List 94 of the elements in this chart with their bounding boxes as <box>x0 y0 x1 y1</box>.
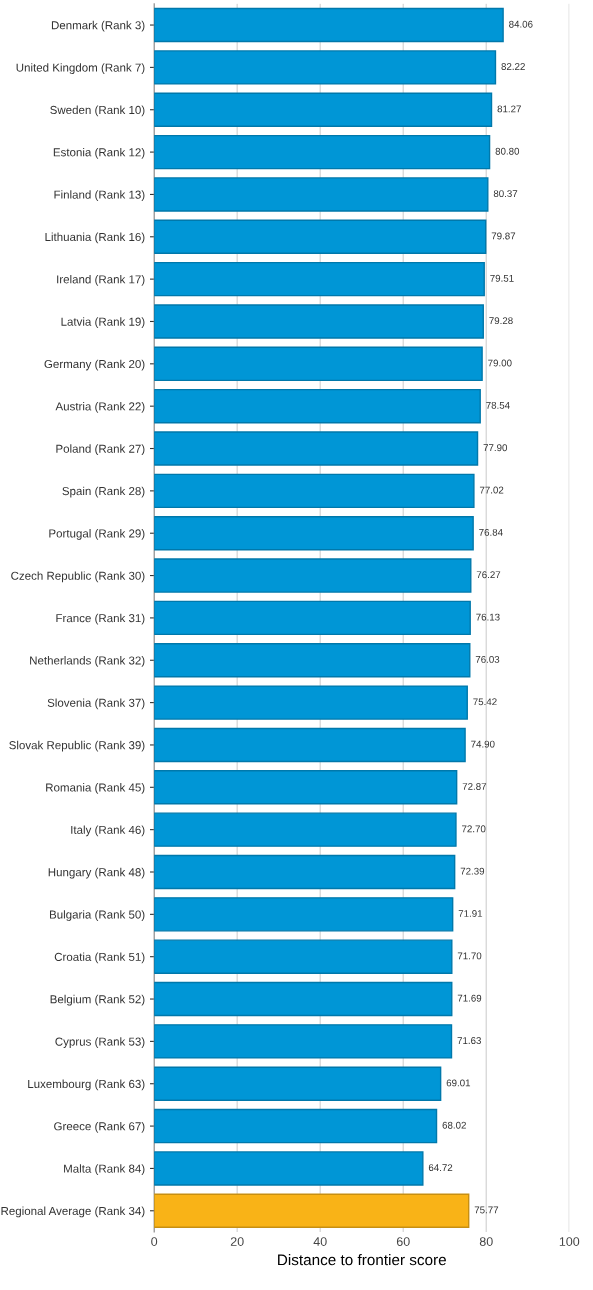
data-label: 77.02 <box>479 486 504 494</box>
y-tick-label: France (Rank 31) <box>56 613 145 625</box>
y-tick-label: Croatia (Rank 51) <box>54 952 145 964</box>
y-tick-label: Greece (Rank 67) <box>54 1121 145 1133</box>
bar <box>154 685 468 720</box>
data-label: 75.42 <box>473 698 497 706</box>
bar <box>154 643 471 678</box>
y-tick-label: Regional Average (Rank 34) <box>1 1206 145 1218</box>
x-tick-label: 100 <box>559 1237 580 1246</box>
bar <box>154 304 484 339</box>
data-label: 76.03 <box>475 655 500 663</box>
y-tick-label: United Kingdom (Rank 7) <box>16 63 145 74</box>
data-label: 71.70 <box>457 952 482 960</box>
data-label: 82.22 <box>501 63 525 70</box>
y-tick-label: Austria (Rank 22) <box>55 402 145 413</box>
y-tick-label: Hungary (Rank 48) <box>48 867 145 879</box>
y-tick-label: Lithuania (Rank 16) <box>45 232 145 244</box>
bar <box>154 770 458 805</box>
data-label: 72.39 <box>460 867 485 875</box>
y-tick-label: Netherlands (Rank 32) <box>30 656 145 667</box>
bar <box>154 1193 470 1228</box>
y-tick-label: Cyprus (Rank 53) <box>55 1037 145 1048</box>
data-label: 80.37 <box>493 190 518 198</box>
data-label: 71.91 <box>458 910 483 917</box>
y-tick-label: Finland (Rank 13) <box>54 190 145 201</box>
bar <box>154 1024 453 1059</box>
y-tick-label: Sweden (Rank 10) <box>50 105 145 117</box>
data-label: 72.70 <box>462 825 486 833</box>
y-tick-label: Luxembourg (Rank 63) <box>28 1079 145 1091</box>
bar <box>154 897 454 932</box>
bar <box>154 431 479 466</box>
data-label: 71.69 <box>457 994 482 1002</box>
data-label: 76.27 <box>476 571 501 579</box>
data-label: 64.72 <box>428 1164 453 1172</box>
bar <box>154 981 453 1017</box>
bar <box>154 134 491 170</box>
x-tick-label: 20 <box>230 1237 244 1246</box>
bar <box>154 1151 424 1186</box>
data-label: 78.54 <box>486 401 510 409</box>
data-label: 80.80 <box>495 147 520 155</box>
y-tick-label: Germany (Rank 20) <box>44 359 145 371</box>
bar <box>154 1066 442 1101</box>
data-label: 68.02 <box>442 1121 466 1129</box>
y-tick-label: Spain (Rank 28) <box>62 486 145 498</box>
bar <box>154 1108 438 1144</box>
data-label: 79.00 <box>488 359 512 367</box>
bar <box>154 558 472 593</box>
bar <box>154 7 504 43</box>
data-label: 75.77 <box>474 1206 499 1214</box>
y-tick-label: Italy (Rank 46) <box>71 825 145 837</box>
bar <box>154 92 493 127</box>
y-tick-label: Malta (Rank 84) <box>64 1164 145 1175</box>
y-tick-label: Belgium (Rank 52) <box>50 994 145 1006</box>
data-label: 71.63 <box>457 1037 481 1044</box>
y-tick-label: Czech Republic (Rank 30) <box>11 571 145 583</box>
bar <box>154 473 475 509</box>
bar <box>154 854 456 890</box>
y-tick-label: Romania (Rank 45) <box>46 783 145 794</box>
x-tick-label: 40 <box>313 1237 327 1246</box>
data-label: 74.90 <box>471 740 495 748</box>
y-tick-label: Latvia (Rank 19) <box>61 317 145 329</box>
bar <box>154 727 466 763</box>
data-label: 79.87 <box>491 232 516 240</box>
y-tick-label: Ireland (Rank 17) <box>57 274 145 286</box>
data-label: 79.51 <box>490 274 514 282</box>
y-tick-label: Poland (Rank 27) <box>56 444 145 456</box>
data-label: 72.87 <box>462 783 487 790</box>
bar <box>154 939 453 974</box>
y-tick-label: Bulgaria (Rank 50) <box>49 910 145 921</box>
x-tick-label: 60 <box>396 1237 410 1246</box>
data-label: 84.06 <box>509 20 533 28</box>
bar <box>154 600 471 636</box>
bar <box>154 50 497 85</box>
data-label: 79.28 <box>489 317 513 325</box>
y-tick-label: Portugal (Rank 29) <box>49 529 145 540</box>
x-tick-label: 0 <box>151 1237 158 1246</box>
bar <box>154 516 474 551</box>
x-tick-label: 80 <box>479 1237 493 1246</box>
bar <box>154 219 487 254</box>
bar <box>154 812 457 847</box>
y-tick-label: Estonia (Rank 12) <box>53 147 145 159</box>
bar <box>154 261 485 297</box>
y-tick-label: Denmark (Rank 3) <box>51 20 145 32</box>
data-label: 76.13 <box>476 613 500 621</box>
bar <box>154 388 481 424</box>
data-label: 77.90 <box>483 444 508 452</box>
data-label: 69.01 <box>446 1079 471 1087</box>
y-tick-label: Slovak Republic (Rank 39) <box>9 740 145 752</box>
bar <box>154 177 489 212</box>
y-tick-label: Slovenia (Rank 37) <box>47 698 145 710</box>
bar <box>154 346 483 382</box>
data-label: 76.84 <box>479 528 503 536</box>
x-axis-title: Distance to frontier score <box>278 1254 446 1266</box>
data-label: 81.27 <box>497 105 521 113</box>
